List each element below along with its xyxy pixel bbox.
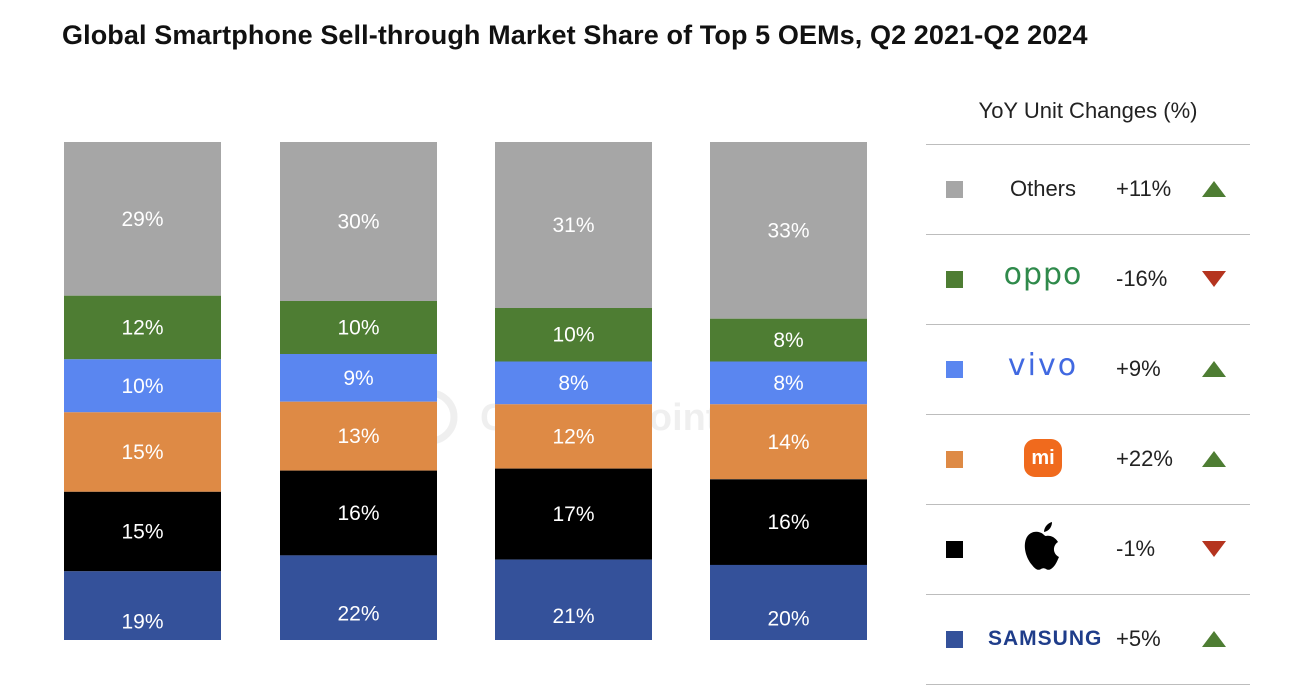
data-label-oppo: 12% [121, 317, 163, 340]
vivo-logo: vivo [1007, 348, 1079, 383]
data-label-others: 29% [121, 208, 163, 231]
data-label-samsung: 19% [121, 611, 163, 634]
up-arrow-icon [1202, 361, 1226, 377]
legend-row-oppo: oppo -16% [926, 234, 1250, 325]
bar-segment-apple [495, 468, 652, 560]
data-label-oppo: 10% [337, 317, 379, 340]
data-label-samsung: 20% [767, 608, 809, 631]
swatch-apple [946, 541, 963, 558]
xiaomi-logo: mi [1024, 439, 1062, 477]
bar-segment-xiaomi [495, 404, 652, 469]
oppo-logo: oppo [1003, 257, 1083, 292]
data-label-others: 33% [767, 219, 809, 242]
legend-row-others: Others +11% [926, 144, 1250, 235]
legend-row-xiaomi: mi +22% [926, 414, 1250, 505]
xiaomi-logo-wrap: mi [988, 439, 1098, 477]
bar-segment-others [280, 142, 437, 301]
swatch-others [946, 181, 963, 198]
bar-segment-others [495, 142, 652, 308]
bar-segment-xiaomi [280, 401, 437, 471]
apple-change: -1% [1116, 536, 1156, 561]
oppo-change: -16% [1116, 266, 1168, 291]
xiaomi-change: +22% [1116, 446, 1173, 471]
samsung-change: +5% [1116, 626, 1161, 651]
bar-segment-others [710, 142, 867, 319]
data-label-apple: 15% [121, 521, 163, 544]
swatch-oppo [946, 271, 963, 288]
up-arrow-icon [1202, 451, 1226, 467]
bar-segment-samsung [64, 571, 221, 640]
bar-segment-xiaomi [64, 412, 221, 492]
others-change: +11% [1116, 176, 1172, 201]
bar-segment-others [64, 142, 221, 296]
data-label-vivo: 9% [343, 367, 373, 390]
bar-segment-vivo [280, 354, 437, 402]
swatch-vivo [946, 361, 963, 378]
bar-segment-vivo [710, 361, 867, 405]
data-label-apple: 16% [767, 511, 809, 534]
others-label: Others [1009, 176, 1077, 201]
bar-segment-oppo [280, 301, 437, 354]
bar-segment-xiaomi [710, 404, 867, 480]
data-label-oppo: 10% [552, 324, 594, 347]
data-label-apple: 16% [337, 502, 379, 525]
bar-segment-oppo [495, 308, 652, 362]
down-arrow-icon [1202, 271, 1226, 287]
data-label-vivo: 8% [558, 372, 588, 395]
samsung-logo: SAMSUNG [988, 627, 1103, 650]
data-label-vivo: 8% [773, 372, 803, 395]
data-label-samsung: 21% [552, 605, 594, 628]
up-arrow-icon [1202, 181, 1226, 197]
legend-row-apple: -1% [926, 504, 1250, 595]
legend-row-vivo: vivo +9% [926, 324, 1250, 415]
data-label-xiaomi: 13% [337, 425, 379, 448]
swatch-xiaomi [946, 451, 963, 468]
legend-header: YoY Unit Changes (%) [926, 98, 1250, 145]
vivo-change: +9% [1116, 356, 1161, 381]
data-label-oppo: 8% [773, 329, 803, 352]
bar-segment-apple [710, 479, 867, 565]
bar-segment-samsung [710, 564, 867, 640]
data-label-others: 31% [552, 214, 594, 237]
data-label-vivo: 10% [121, 375, 163, 398]
data-label-others: 30% [337, 211, 379, 234]
data-label-samsung: 22% [337, 603, 379, 626]
data-label-xiaomi: 14% [767, 431, 809, 454]
bar-segment-apple [280, 470, 437, 556]
bar-segment-oppo [64, 295, 221, 360]
bar-segment-vivo [64, 359, 221, 413]
down-arrow-icon [1202, 541, 1226, 557]
bar-segment-vivo [495, 361, 652, 405]
apple-logo-wrap [988, 520, 1098, 579]
up-arrow-icon [1202, 631, 1226, 647]
bar-segment-oppo [710, 318, 867, 362]
stacked-bar-chart: Counterpoint 29%12%10%15%15%19%30%10%9%1… [64, 142, 867, 640]
data-label-apple: 17% [552, 503, 594, 526]
bar-segment-apple [64, 491, 221, 572]
data-label-xiaomi: 12% [552, 425, 594, 448]
chart-title: Global Smartphone Sell-through Market Sh… [62, 20, 1088, 50]
bar-segment-samsung [495, 559, 652, 640]
apple-logo-icon [1024, 522, 1059, 570]
data-label-xiaomi: 15% [121, 441, 163, 464]
bar-segment-samsung [280, 555, 437, 640]
